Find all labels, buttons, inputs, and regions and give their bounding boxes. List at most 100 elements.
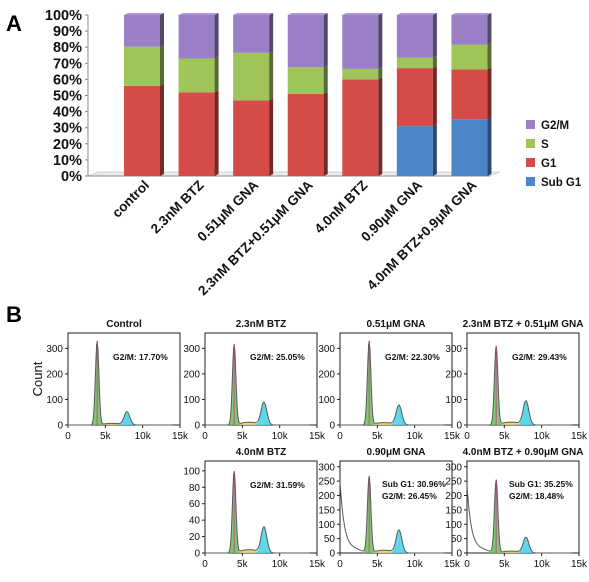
histogram-x-tick-label: 15k xyxy=(571,559,588,570)
histogram-title: 2.3nM BTZ xyxy=(236,319,287,330)
histogram-y-tick-label: 100 xyxy=(318,395,335,406)
bar-top xyxy=(287,13,328,15)
histogram-title: Control xyxy=(106,319,142,330)
legend-swatch xyxy=(526,120,535,129)
bar-segment xyxy=(396,126,433,176)
histogram-frame xyxy=(339,332,453,426)
y-tick-label: 50% xyxy=(53,89,82,105)
bar-segment-side xyxy=(432,13,437,58)
bar-segment xyxy=(178,58,215,93)
histogram-y-label: Count xyxy=(30,361,45,396)
panel-label-a: A xyxy=(6,11,22,36)
bar-segment-side xyxy=(269,13,274,53)
bar-segment xyxy=(451,44,488,70)
histogram-total-curve xyxy=(467,345,572,426)
histogram-s-phase-area xyxy=(340,422,445,425)
histogram-annotation: G2/M: 22.30% xyxy=(385,352,440,362)
bar-segment-side xyxy=(378,13,383,69)
histogram-title: 0.90μM GNA xyxy=(367,447,426,458)
bar-segment xyxy=(178,92,215,176)
y-tick-label: 10% xyxy=(53,153,82,169)
histogram-x-tick-label: 5k xyxy=(372,431,384,442)
histogram-y-tick-label: 0 xyxy=(329,549,335,560)
chart-legend: G2/M S G1 Sub G1 xyxy=(526,120,582,189)
histogram-s-phase-area xyxy=(205,549,310,553)
histogram-panel: 0.51μM GNA 0 100 200 300 0 5k 10k 15k G2/M: 22.30… xyxy=(318,319,461,442)
histogram-y-tick-label: 100 xyxy=(445,520,462,531)
bar-segment xyxy=(342,79,379,176)
histogram-panel: 0.90μM GNA 0 50 100 150 200 250 300 0 5k 10k 15k Sub… xyxy=(318,447,461,570)
histogram-x-tick-label: 5k xyxy=(499,431,511,442)
histogram-y-tick-label: 0 xyxy=(194,421,200,432)
bar-top xyxy=(451,13,492,15)
bar-segment-side xyxy=(214,90,219,176)
legend-swatch xyxy=(526,139,535,148)
histogram-y-tick-label: 250 xyxy=(318,477,335,488)
histogram-y-tick-label: 50 xyxy=(324,534,336,545)
histogram-panel: 4.0nM BTZ + 0.90μM GNA 0 50 100 150 200 250 300… xyxy=(445,447,588,570)
histogram-title: 4.0nM BTZ xyxy=(236,447,287,458)
bar-segment-side xyxy=(487,13,492,45)
bar-segment-side xyxy=(432,124,437,176)
histogram-y-tick-label: 300 xyxy=(46,344,63,355)
histogram-y-tick-label: 20 xyxy=(189,532,201,543)
histogram-y-tick-label: 50 xyxy=(451,534,463,545)
x-tick-label: 2.3nM BTZ+0.51μM GNA xyxy=(195,177,316,298)
histogram-frame xyxy=(466,460,580,554)
histogram-s-phase-area xyxy=(68,423,173,425)
bar-segment xyxy=(124,46,160,86)
bar-segment xyxy=(287,15,324,68)
histogram-y-tick-label: 300 xyxy=(318,462,335,473)
histogram-x-tick-label: 5k xyxy=(372,559,384,570)
histogram-frame xyxy=(67,332,181,426)
histogram-panel: 2.3nM BTZ + 0.51μM GNA 0 100 200 300 0 5k 10k 15… xyxy=(445,319,588,442)
y-tick-label: 90% xyxy=(53,24,82,40)
histogram-total-curve xyxy=(205,343,310,426)
histogram-x-tick-label: 10k xyxy=(407,559,424,570)
bar-top xyxy=(233,13,274,15)
bar-top xyxy=(124,13,164,15)
legend-swatch xyxy=(526,177,535,186)
histogram-x-tick-label: 0 xyxy=(65,431,71,442)
bar-segment xyxy=(178,15,215,59)
bar-segment-side xyxy=(487,67,492,120)
bar-segment-side xyxy=(432,55,437,69)
histogram-x-tick-label: 0 xyxy=(464,559,470,570)
histogram-s-phase-area xyxy=(340,550,445,553)
bar-top xyxy=(396,13,437,15)
bar-segment-side xyxy=(323,65,328,94)
histogram-x-tick-label: 0 xyxy=(337,431,343,442)
y-tick-label: 30% xyxy=(53,121,82,137)
bar-segment-side xyxy=(269,50,274,101)
y-tick-label: 80% xyxy=(53,40,82,56)
bar-segment-side xyxy=(323,13,328,68)
histogram-x-tick-label: 15k xyxy=(444,559,461,570)
bar-segment xyxy=(451,69,488,120)
x-tick-label: 4.0nM BTZ xyxy=(312,178,371,237)
bar-segment xyxy=(287,93,324,176)
bar-segment xyxy=(233,100,270,176)
bar-segment xyxy=(451,119,488,176)
histogram-panel: 4.0nM BTZ 0 20 40 60 80 100 0 5k 10k 15k G2/M: 31.5… xyxy=(183,447,326,570)
histogram-x-tick-label: 5k xyxy=(237,431,249,442)
histogram-annotation: G2/M: 29.43% xyxy=(512,352,567,362)
y-tick-label: 60% xyxy=(53,72,82,88)
histogram-annotation: G2/M: 26.45% xyxy=(382,491,437,501)
histogram-x-tick-label: 10k xyxy=(272,559,289,570)
y-tick-label: 70% xyxy=(53,56,82,72)
histogram-y-tick-label: 300 xyxy=(183,344,200,355)
histogram-y-tick-label: 200 xyxy=(445,491,462,502)
y-tick-label: 100% xyxy=(45,8,82,24)
bar-segment-side xyxy=(487,117,492,176)
histogram-y-tick-label: 250 xyxy=(445,477,462,488)
bar-segment-side xyxy=(160,83,164,176)
histogram-total-curve xyxy=(68,340,173,426)
legend-label: G2/M xyxy=(541,120,569,132)
histogram-y-tick-label: 300 xyxy=(445,344,462,355)
bar-segment-side xyxy=(160,13,164,47)
bar-top xyxy=(342,13,383,15)
histogram-panel: Control 0 100 200 300 0 5k 10k 15k Count G2/M: 17.… xyxy=(30,319,189,442)
bar-segment-side xyxy=(378,66,383,80)
bar-segment-side xyxy=(269,98,274,176)
